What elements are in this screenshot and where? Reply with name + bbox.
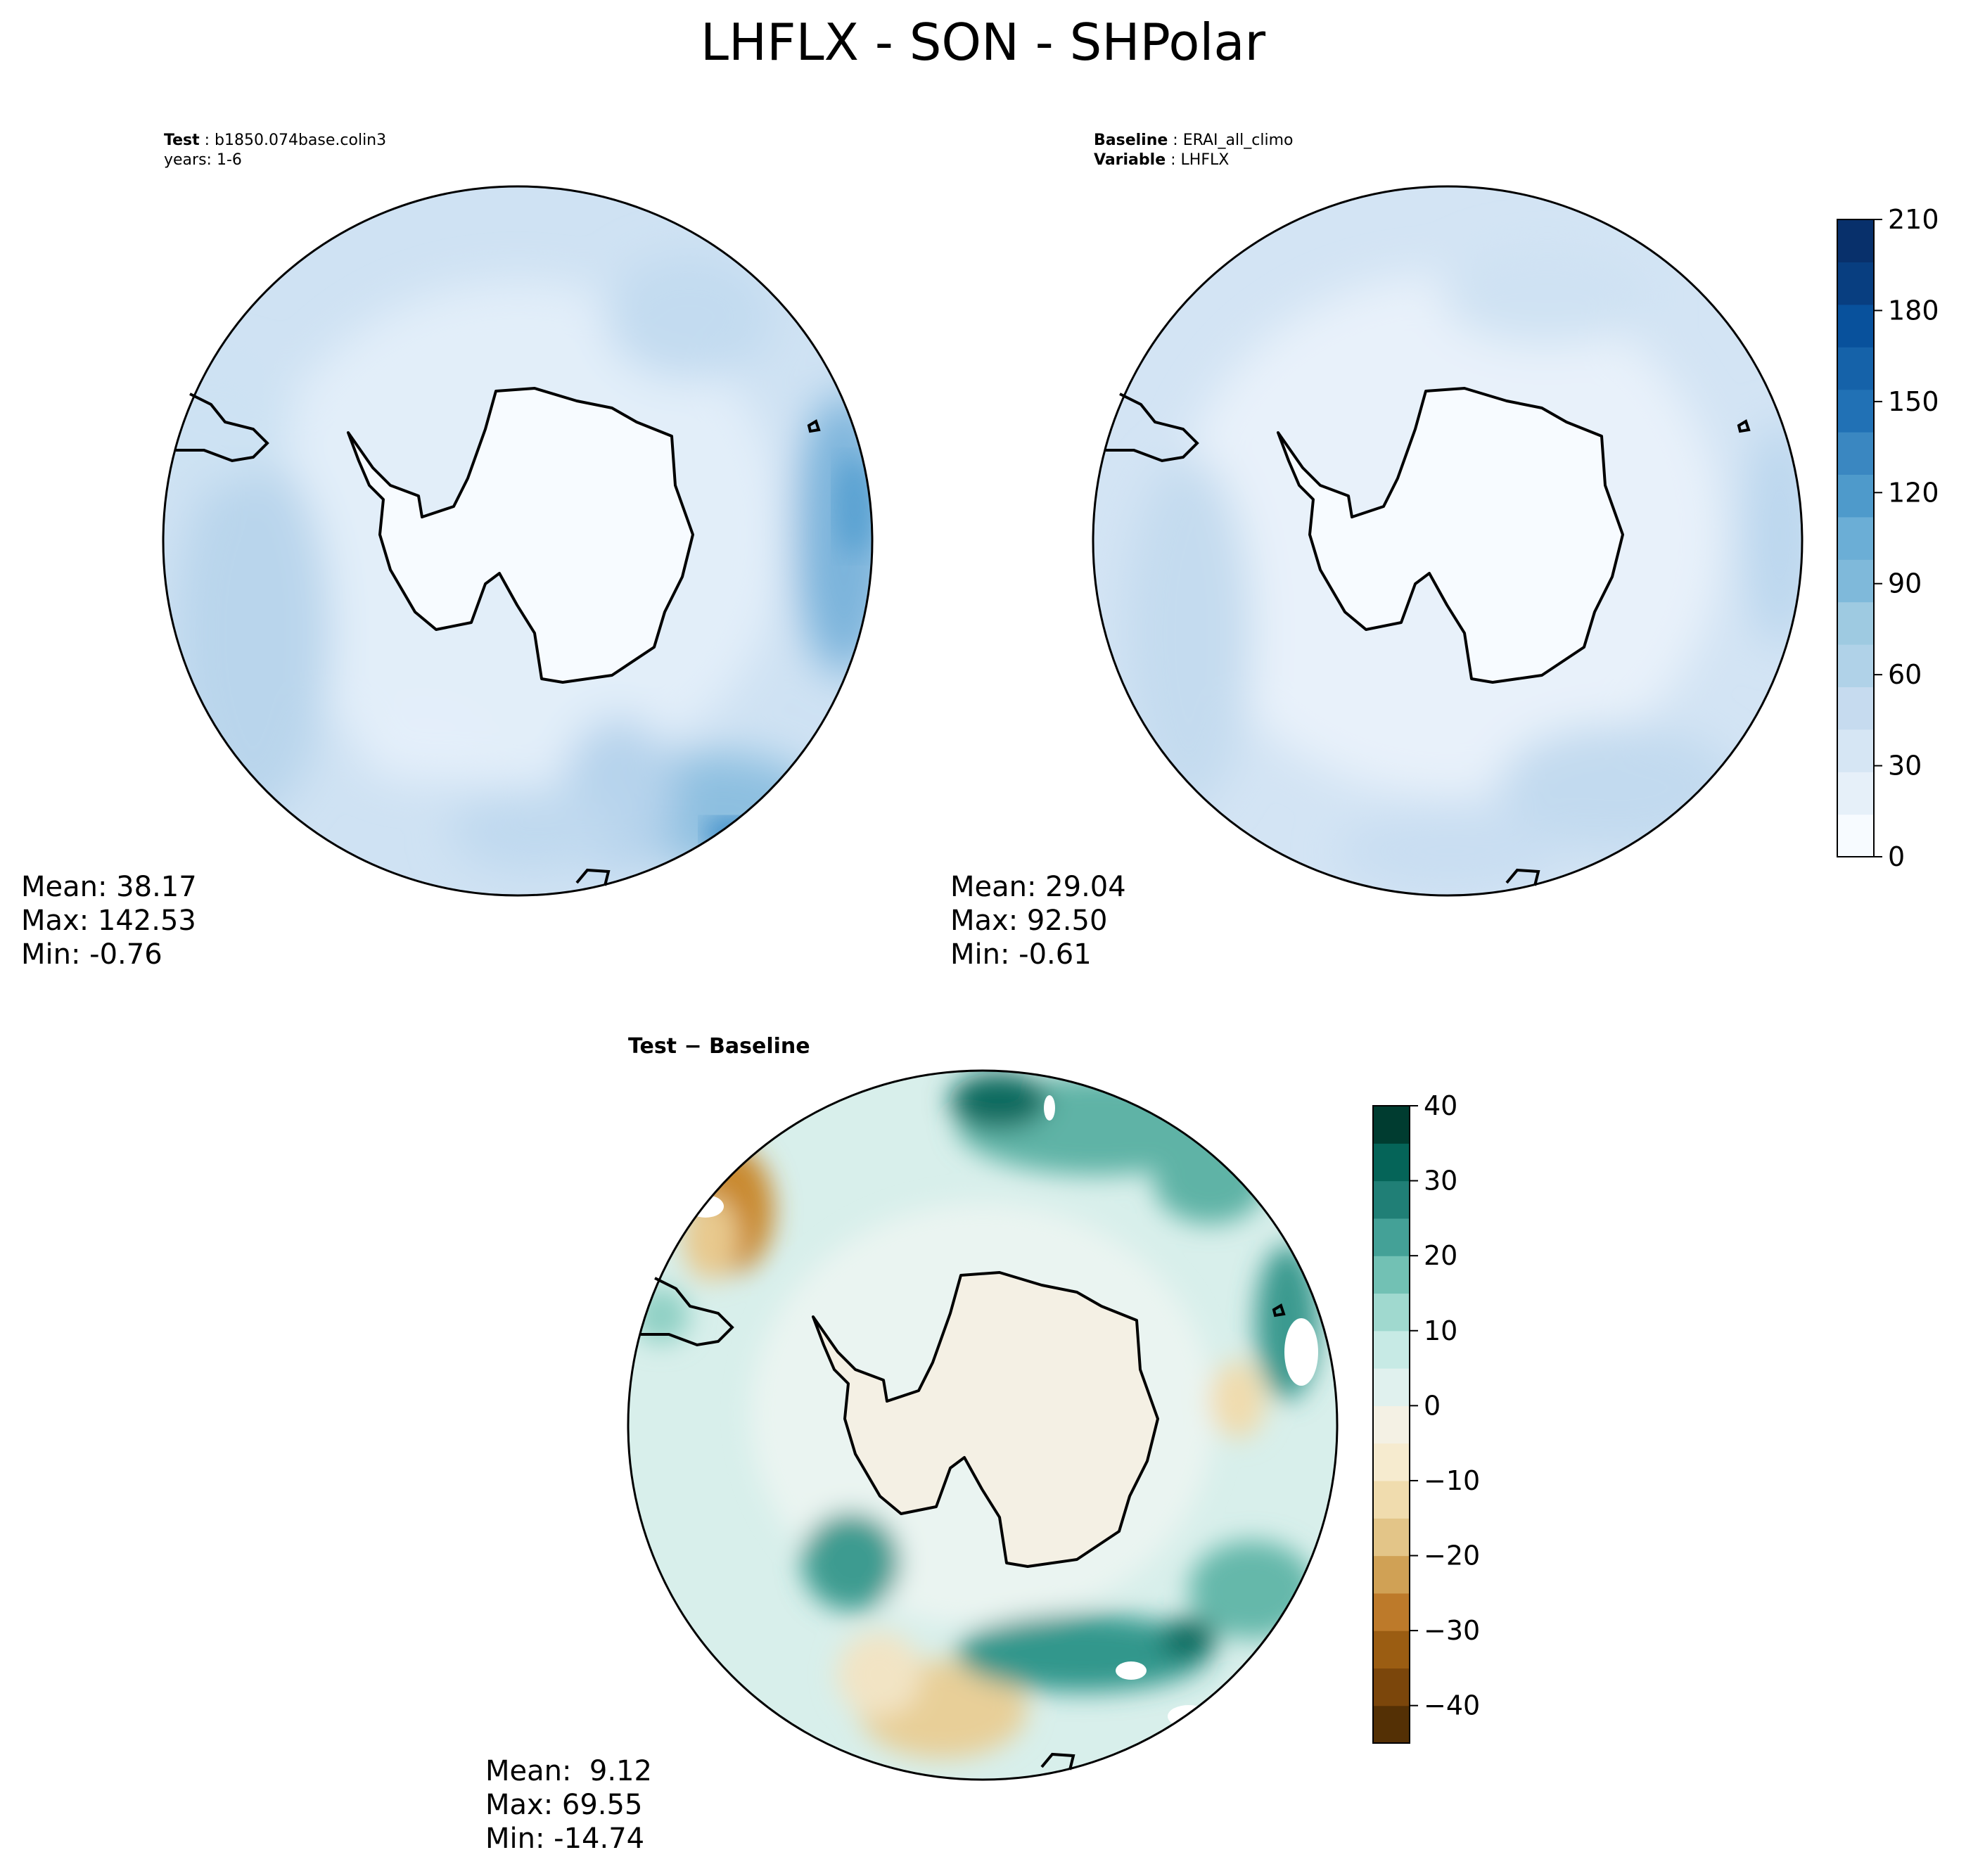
colorbar-tick-label: 20 (1424, 1240, 1457, 1271)
main-colorbar: 0 30 60 90 120 150 180 210 (1837, 204, 1939, 872)
diff-max: Max: 69.55 (485, 1789, 643, 1821)
colorbar-segment (1837, 389, 1874, 433)
diff-antarctica (812, 1271, 1159, 1568)
test-south-america (176, 393, 269, 463)
colorbar-segment (1373, 1106, 1410, 1144)
colorbar-segment (1837, 601, 1874, 645)
test-min: Min: -0.76 (21, 938, 162, 971)
colorbar-tick-label: 90 (1888, 568, 1922, 599)
colorbar-tick-label: 40 (1424, 1090, 1457, 1121)
variable-name: LHFLX (1180, 151, 1230, 169)
colorbar-frame (1372, 1105, 1410, 1744)
colorbar-segment (1837, 516, 1874, 560)
colorbar-segment (1837, 687, 1874, 730)
diff-island (1040, 1303, 1286, 1770)
baseline-stats: Mean: 29.04 Max: 92.50 Min: -0.61 (950, 870, 1126, 971)
colorbar-segment (1373, 1218, 1410, 1256)
colorbar-segment (1837, 262, 1874, 305)
test-island (575, 419, 821, 886)
colorbar-segment (1373, 1631, 1410, 1669)
test-max: Max: 142.53 (21, 905, 196, 937)
colorbar-tick-label: 0 (1888, 841, 1905, 872)
colorbar-tick-label: −20 (1424, 1540, 1480, 1571)
colorbar-tick-label: −30 (1424, 1615, 1480, 1646)
colorbar-tick-label: 10 (1424, 1315, 1457, 1346)
baseline-field (1093, 186, 1802, 895)
colorbar-segment (1837, 644, 1874, 687)
baseline-case-label: Baseline : ERAI_all_climo (1094, 132, 1294, 149)
colorbar-segment (1373, 1143, 1410, 1182)
test-antarctica (347, 387, 694, 684)
test-stats: Mean: 38.17 Max: 142.53 Min: -0.76 (21, 870, 197, 971)
colorbar-segment (1837, 474, 1874, 518)
baseline-island (1505, 419, 1751, 886)
colorbar-segment (1373, 1555, 1410, 1594)
colorbar-segment (1373, 1330, 1410, 1369)
colorbar-tick-label: 0 (1424, 1390, 1441, 1421)
colorbar-tick-label: −40 (1424, 1690, 1480, 1721)
colorbar-segment (1837, 729, 1874, 772)
colorbar-segment (1837, 347, 1874, 390)
colorbar-segment (1373, 1443, 1410, 1481)
colorbar-segment (1373, 1180, 1410, 1219)
baseline-key: Baseline (1094, 132, 1168, 149)
baseline-map-border (1092, 185, 1804, 897)
colorbar-segment (1373, 1480, 1410, 1519)
colorbar-segment (1837, 304, 1874, 347)
colorbar-segment (1373, 1293, 1410, 1332)
colorbar-segment (1837, 772, 1874, 815)
test-case-label: Test : b1850.074base.colin3 (164, 132, 387, 149)
baseline-antarctica (1277, 387, 1624, 684)
baseline-south-america (1106, 393, 1199, 463)
baseline-variable-label: Variable : LHFLX (1094, 151, 1230, 169)
colorbar-tick-label: −10 (1424, 1465, 1480, 1496)
test-field (163, 186, 872, 895)
colorbar-segment (1373, 1405, 1410, 1444)
colorbar-segment (1373, 1368, 1410, 1406)
diff-south-america (641, 1277, 734, 1347)
colorbar-tick-label: 180 (1888, 295, 1939, 326)
diff-map-border (627, 1069, 1339, 1781)
colorbar-segment (1837, 559, 1874, 603)
colorbar-segment (1373, 1668, 1410, 1706)
colorbar-segment (1837, 814, 1874, 857)
figure-title: LHFLX - SON - SHPolar (700, 13, 1266, 72)
baseline-mean: Mean: 29.04 (950, 871, 1126, 903)
colorbar-frame (1837, 219, 1875, 857)
test-key: Test (164, 132, 200, 149)
colorbar-segment (1373, 1705, 1410, 1744)
baseline-case-name: ERAI_all_climo (1182, 132, 1294, 149)
diff-mean: Mean: 9.12 (485, 1755, 652, 1787)
diff-field (628, 1071, 1337, 1780)
colorbar-segment (1373, 1518, 1410, 1557)
variable-key: Variable (1094, 151, 1166, 169)
colorbar-segment (1373, 1593, 1410, 1631)
colorbar-segment (1373, 1256, 1410, 1294)
baseline-max: Max: 92.50 (950, 905, 1108, 937)
test-years: years: 1-6 (164, 151, 242, 169)
diff-colorbar: 40 30 20 10 0 −10 −20 −30 −40 (1372, 1090, 1480, 1744)
test-mean: Mean: 38.17 (21, 871, 197, 903)
test-map-border (162, 185, 874, 897)
colorbar-segment (1837, 219, 1874, 262)
colorbar-tick-label: 60 (1888, 659, 1922, 690)
colorbar-tick-label: 150 (1888, 386, 1939, 417)
diff-panel-title: Test − Baseline (628, 1034, 810, 1059)
test-case-name: b1850.074base.colin3 (215, 132, 387, 149)
diff-stats: Mean: 9.12 Max: 69.55 Min: -14.74 (485, 1754, 652, 1856)
colorbar-tick-label: 30 (1888, 751, 1922, 781)
colorbar-tick-label: 120 (1888, 477, 1939, 508)
colorbar-tick-label: 210 (1888, 204, 1939, 235)
diff-min: Min: -14.74 (485, 1823, 645, 1855)
colorbar-tick-label: 30 (1424, 1166, 1457, 1197)
baseline-min: Min: -0.61 (950, 938, 1092, 971)
colorbar-segment (1837, 432, 1874, 475)
